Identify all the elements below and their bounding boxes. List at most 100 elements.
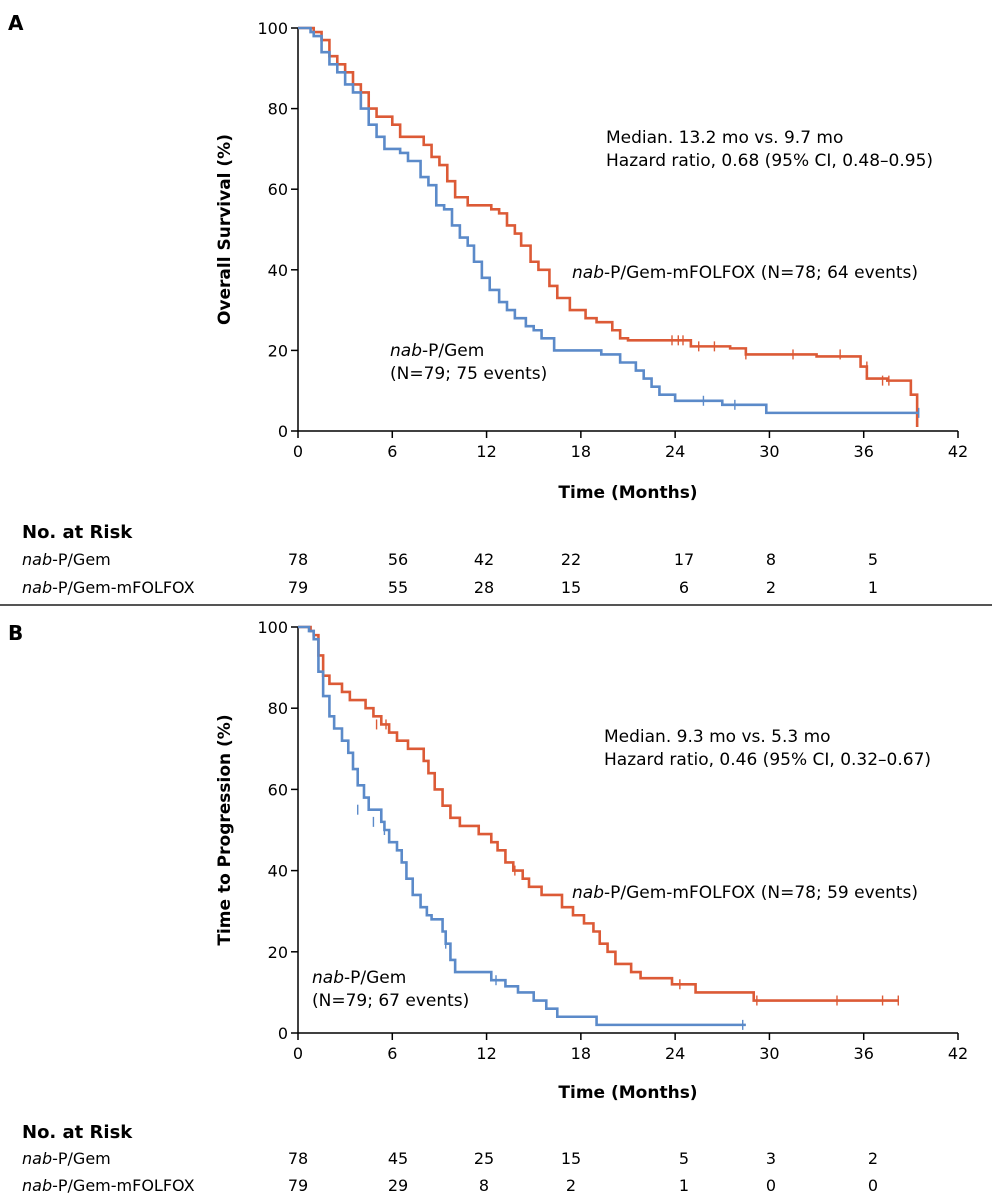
risk-value: 5 [868, 550, 878, 569]
risk-value: 28 [474, 578, 494, 597]
annotation-line: Hazard ratio, 0.68 (95% CI, 0.48–0.95) [606, 151, 933, 171]
panel-letter: A [8, 11, 24, 35]
x-tick-label: 42 [948, 1044, 968, 1063]
risk-value: 15 [561, 1149, 581, 1168]
km-curve-nabpgem [298, 26, 919, 415]
risk-value: 8 [766, 550, 776, 569]
x-tick-label: 12 [476, 442, 496, 461]
series-label-nabpgem: nab-P/Gem [390, 341, 484, 361]
risk-table-title: No. at Risk [22, 1122, 133, 1143]
x-tick-label: 36 [854, 1044, 874, 1063]
x-tick-label: 6 [387, 1044, 397, 1063]
series-label-rest: -P/Gem [344, 968, 406, 988]
risk-value: 22 [561, 550, 581, 569]
risk-value: 6 [679, 578, 689, 597]
y-tick-label: 60 [268, 180, 288, 199]
y-tick-label: 80 [268, 699, 288, 718]
risk-value: 8 [479, 1176, 489, 1195]
risk-value: 3 [766, 1149, 776, 1168]
risk-row-label-italic: nab [22, 1149, 52, 1168]
series-label-nabpgem-line2: (N=79; 75 events) [390, 364, 547, 384]
y-tick-label: 20 [268, 943, 288, 962]
risk-value: 79 [288, 578, 308, 597]
risk-row-label-rest: -P/Gem [52, 550, 111, 569]
series-label-italic: nab [312, 968, 344, 988]
x-axis-label: Time (Months) [558, 483, 697, 503]
km-curve-mfolfox [298, 625, 899, 1002]
risk-value: 1 [868, 578, 878, 597]
x-axis-label: Time (Months) [558, 1083, 697, 1103]
risk-row-label-rest: -P/Gem-mFOLFOX [52, 578, 194, 597]
panel-letter: B [8, 621, 23, 645]
x-tick-label: 18 [571, 1044, 591, 1063]
risk-value: 2 [766, 578, 776, 597]
km-curve-mfolfox [298, 26, 919, 427]
y-tick-label: 0 [278, 1024, 288, 1043]
x-tick-label: 0 [293, 442, 303, 461]
risk-value: 2 [566, 1176, 576, 1195]
risk-row-label: nab-P/Gem-mFOLFOX [22, 1176, 195, 1195]
y-tick-label: 80 [268, 100, 288, 119]
risk-row-label-italic: nab [22, 550, 52, 569]
series-label-mfolfox: nab-P/Gem-mFOLFOX (N=78; 64 events) [572, 263, 918, 283]
y-tick-label: 0 [278, 422, 288, 441]
x-tick-label: 18 [571, 442, 591, 461]
risk-value: 5 [679, 1149, 689, 1168]
risk-row-label-rest: -P/Gem-mFOLFOX [52, 1176, 194, 1195]
series-label-italic: nab [390, 341, 422, 361]
x-tick-label: 42 [948, 442, 968, 461]
y-tick-label: 100 [257, 19, 288, 38]
y-tick-label: 100 [257, 618, 288, 637]
risk-row-label: nab-P/Gem [22, 1149, 111, 1168]
x-tick-label: 36 [854, 442, 874, 461]
risk-value: 0 [766, 1176, 776, 1195]
series-label-nabpgem: nab-P/Gem [312, 968, 406, 988]
risk-value: 1 [679, 1176, 689, 1195]
risk-value: 2 [868, 1149, 878, 1168]
x-tick-label: 30 [759, 1044, 779, 1063]
risk-row-label-italic: nab [22, 578, 52, 597]
series-label-rest: -P/Gem-mFOLFOX (N=78; 59 events) [604, 883, 918, 903]
x-tick-label: 6 [387, 442, 397, 461]
risk-value: 0 [868, 1176, 878, 1195]
y-tick-label: 20 [268, 341, 288, 360]
risk-value: 78 [288, 550, 308, 569]
y-axis-label: Overall Survival (%) [215, 134, 235, 325]
km-curve-nabpgem [298, 625, 746, 1027]
risk-table-title: No. at Risk [22, 522, 133, 543]
x-tick-label: 30 [759, 442, 779, 461]
risk-value: 42 [474, 550, 494, 569]
y-axis-label: Time to Progression (%) [215, 714, 235, 945]
x-tick-label: 0 [293, 1044, 303, 1063]
series-label-mfolfox: nab-P/Gem-mFOLFOX (N=78; 59 events) [572, 883, 918, 903]
x-tick-label: 24 [665, 442, 685, 461]
risk-value: 29 [388, 1176, 408, 1195]
risk-value: 17 [674, 550, 694, 569]
risk-value: 55 [388, 578, 408, 597]
risk-value: 79 [288, 1176, 308, 1195]
series-label-italic: nab [572, 883, 604, 903]
x-tick-label: 12 [476, 1044, 496, 1063]
annotation-line: Median. 9.3 mo vs. 5.3 mo [604, 727, 831, 747]
y-tick-label: 60 [268, 780, 288, 799]
y-tick-label: 40 [268, 261, 288, 280]
annotation-line: Median. 13.2 mo vs. 9.7 mo [606, 128, 843, 148]
series-label-rest: -P/Gem-mFOLFOX (N=78; 64 events) [604, 263, 918, 283]
y-tick-label: 40 [268, 862, 288, 881]
annotation-line: Hazard ratio, 0.46 (95% CI, 0.32–0.67) [604, 750, 931, 770]
risk-value: 78 [288, 1149, 308, 1168]
risk-row-label: nab-P/Gem-mFOLFOX [22, 578, 195, 597]
risk-row-label-rest: -P/Gem [52, 1149, 111, 1168]
x-tick-label: 24 [665, 1044, 685, 1063]
risk-row-label-italic: nab [22, 1176, 52, 1195]
series-label-rest: -P/Gem [422, 341, 484, 361]
risk-row-label: nab-P/Gem [22, 550, 111, 569]
risk-value: 15 [561, 578, 581, 597]
series-label-nabpgem-line2: (N=79; 67 events) [312, 991, 469, 1011]
series-label-italic: nab [572, 263, 604, 283]
risk-value: 25 [474, 1149, 494, 1168]
risk-value: 56 [388, 550, 408, 569]
